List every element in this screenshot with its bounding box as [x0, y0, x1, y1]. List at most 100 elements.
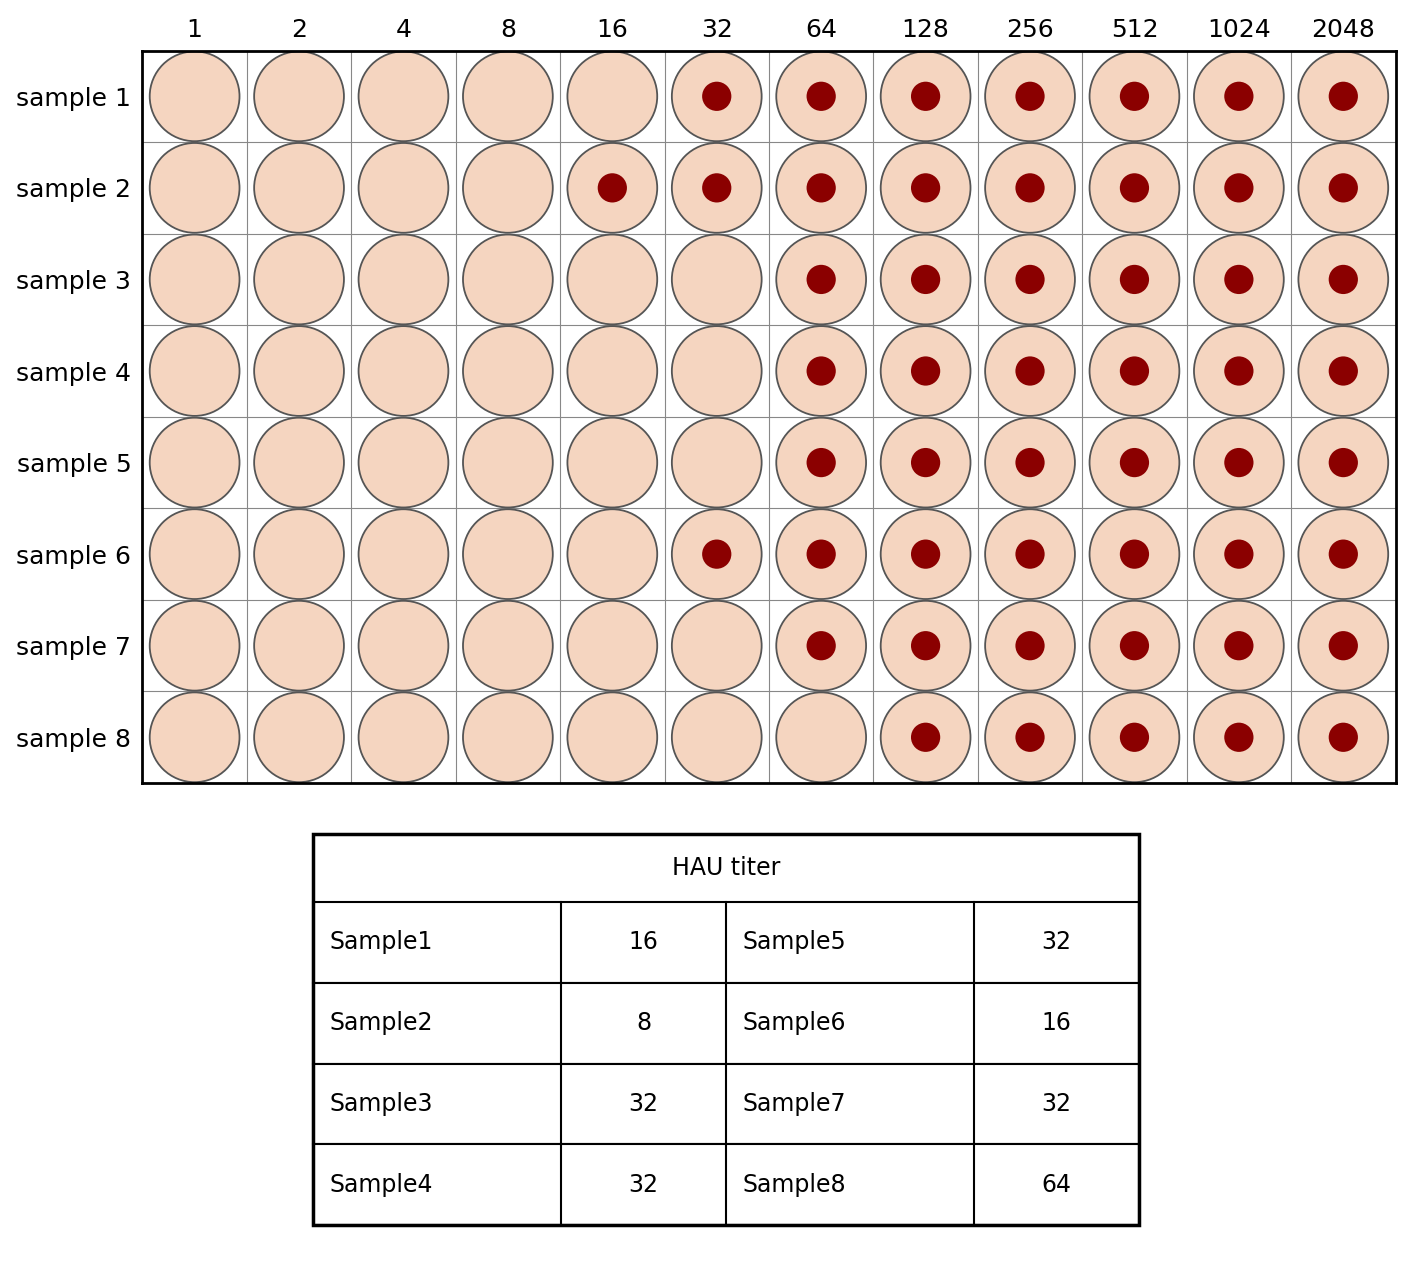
- Text: Sample8: Sample8: [743, 1173, 846, 1197]
- Ellipse shape: [1299, 601, 1388, 691]
- Ellipse shape: [150, 509, 239, 599]
- Ellipse shape: [359, 52, 449, 141]
- Ellipse shape: [150, 326, 239, 416]
- Ellipse shape: [359, 326, 449, 416]
- Ellipse shape: [776, 509, 866, 599]
- Ellipse shape: [1119, 632, 1149, 661]
- Ellipse shape: [1329, 356, 1358, 385]
- Ellipse shape: [1329, 82, 1358, 111]
- Ellipse shape: [1015, 173, 1045, 202]
- Text: 8: 8: [637, 1012, 651, 1036]
- Ellipse shape: [463, 52, 553, 141]
- Ellipse shape: [985, 692, 1075, 782]
- Ellipse shape: [1193, 143, 1284, 232]
- Ellipse shape: [1299, 326, 1388, 416]
- Ellipse shape: [672, 692, 762, 782]
- Ellipse shape: [1299, 692, 1388, 782]
- Ellipse shape: [567, 418, 658, 508]
- Text: Sample3: Sample3: [330, 1092, 433, 1116]
- Ellipse shape: [911, 722, 940, 751]
- Ellipse shape: [1225, 173, 1253, 202]
- Ellipse shape: [806, 356, 836, 385]
- Ellipse shape: [567, 52, 658, 141]
- Ellipse shape: [880, 143, 971, 232]
- Ellipse shape: [463, 418, 553, 508]
- Ellipse shape: [985, 509, 1075, 599]
- Ellipse shape: [1225, 632, 1253, 661]
- Ellipse shape: [880, 601, 971, 691]
- Ellipse shape: [150, 418, 239, 508]
- Ellipse shape: [985, 326, 1075, 416]
- Ellipse shape: [1089, 418, 1179, 508]
- Ellipse shape: [911, 356, 940, 385]
- Ellipse shape: [253, 235, 345, 325]
- Ellipse shape: [776, 52, 866, 141]
- Ellipse shape: [1015, 448, 1045, 477]
- Ellipse shape: [150, 601, 239, 691]
- Bar: [313, 1063, 1139, 1144]
- Ellipse shape: [463, 601, 553, 691]
- Ellipse shape: [359, 418, 449, 508]
- Ellipse shape: [1119, 173, 1149, 202]
- Ellipse shape: [1193, 52, 1284, 141]
- Ellipse shape: [567, 235, 658, 325]
- Ellipse shape: [1015, 722, 1045, 751]
- Ellipse shape: [1193, 235, 1284, 325]
- Ellipse shape: [672, 143, 762, 232]
- Bar: [313, 1144, 1139, 1225]
- Ellipse shape: [598, 173, 627, 202]
- Ellipse shape: [911, 539, 940, 568]
- Ellipse shape: [1329, 632, 1358, 661]
- Text: 32: 32: [1041, 1092, 1072, 1116]
- Ellipse shape: [776, 326, 866, 416]
- Ellipse shape: [1193, 326, 1284, 416]
- Ellipse shape: [1225, 82, 1253, 111]
- Ellipse shape: [1225, 539, 1253, 568]
- Ellipse shape: [702, 173, 732, 202]
- Text: Sample1: Sample1: [330, 931, 433, 955]
- Ellipse shape: [1089, 326, 1179, 416]
- Ellipse shape: [1299, 418, 1388, 508]
- Ellipse shape: [1089, 235, 1179, 325]
- Ellipse shape: [985, 235, 1075, 325]
- Text: HAU titer: HAU titer: [672, 856, 780, 880]
- Ellipse shape: [1015, 356, 1045, 385]
- Ellipse shape: [1299, 509, 1388, 599]
- Text: 32: 32: [1041, 931, 1072, 955]
- Text: Sample2: Sample2: [330, 1012, 433, 1036]
- Bar: [313, 902, 1139, 983]
- Ellipse shape: [463, 326, 553, 416]
- Ellipse shape: [463, 235, 553, 325]
- Ellipse shape: [1015, 632, 1045, 661]
- Ellipse shape: [806, 265, 836, 294]
- Ellipse shape: [567, 143, 658, 232]
- Ellipse shape: [1193, 418, 1284, 508]
- Ellipse shape: [1225, 265, 1253, 294]
- Ellipse shape: [150, 143, 239, 232]
- Text: Sample6: Sample6: [743, 1012, 846, 1036]
- Ellipse shape: [1329, 173, 1358, 202]
- Ellipse shape: [253, 692, 345, 782]
- Ellipse shape: [1089, 601, 1179, 691]
- Ellipse shape: [1119, 539, 1149, 568]
- Ellipse shape: [1119, 356, 1149, 385]
- Ellipse shape: [672, 601, 762, 691]
- Ellipse shape: [672, 326, 762, 416]
- Ellipse shape: [985, 52, 1075, 141]
- Ellipse shape: [1299, 52, 1388, 141]
- Ellipse shape: [253, 418, 345, 508]
- Ellipse shape: [359, 143, 449, 232]
- Ellipse shape: [911, 265, 940, 294]
- Ellipse shape: [1119, 448, 1149, 477]
- Ellipse shape: [911, 82, 940, 111]
- Ellipse shape: [880, 52, 971, 141]
- Ellipse shape: [806, 448, 836, 477]
- Ellipse shape: [463, 509, 553, 599]
- Ellipse shape: [253, 52, 345, 141]
- Ellipse shape: [806, 632, 836, 661]
- Ellipse shape: [985, 418, 1075, 508]
- Bar: [313, 834, 1139, 902]
- Ellipse shape: [776, 601, 866, 691]
- Ellipse shape: [1225, 356, 1253, 385]
- Text: 64: 64: [1041, 1173, 1072, 1197]
